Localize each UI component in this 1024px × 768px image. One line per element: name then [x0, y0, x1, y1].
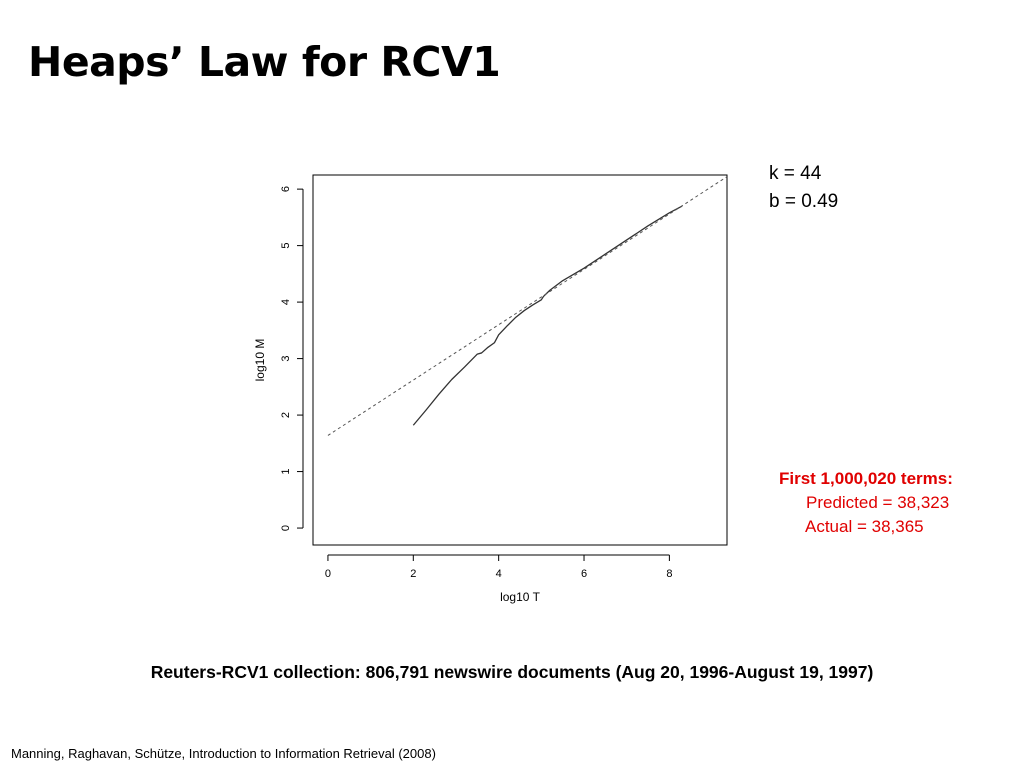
x-axis-title: log10 T [500, 590, 540, 604]
x-tick-label: 2 [410, 568, 416, 580]
param-k: k = 44 [769, 163, 822, 184]
collection-caption: Reuters-RCV1 collection: 806,791 newswir… [150, 662, 874, 682]
y-tick-label: 1 [280, 469, 292, 475]
y-tick-label: 6 [280, 186, 292, 192]
x-tick-label: 4 [496, 568, 502, 580]
param-b: b = 0.49 [769, 191, 839, 212]
y-tick-label: 3 [280, 356, 292, 362]
y-tick-label: 4 [280, 299, 292, 305]
x-tick-label: 8 [666, 568, 672, 580]
fit-line [327, 176, 728, 436]
x-tick-label: 6 [581, 568, 587, 580]
note-heading: First 1,000,020 terms: [779, 469, 953, 488]
data-line [412, 205, 683, 426]
heaps-law-chart: 0 2 4 6 8 0 1 2 3 4 5 6 log10 T log10 M [240, 160, 740, 620]
x-tick-label: 0 [325, 568, 331, 580]
citation: Manning, Raghavan, Schütze, Introduction… [11, 746, 436, 761]
plot-frame [312, 174, 728, 546]
chart-canvas: 0 2 4 6 8 0 1 2 3 4 5 6 log10 T log10 M [253, 174, 728, 604]
note-actual: Actual = 38,365 [805, 517, 924, 536]
y-tick-label: 2 [280, 412, 292, 418]
y-axis-title: log10 M [253, 339, 267, 382]
slide-title: Heaps’ Law for RCV1 [28, 38, 501, 86]
y-tick-label: 5 [280, 243, 292, 249]
parameter-box: k = 44 b = 0.49 [769, 160, 838, 216]
y-tick-label: 0 [280, 525, 292, 531]
prediction-note: First 1,000,020 terms: Predicted = 38,32… [779, 467, 953, 539]
note-predicted: Predicted = 38,323 [806, 493, 950, 512]
